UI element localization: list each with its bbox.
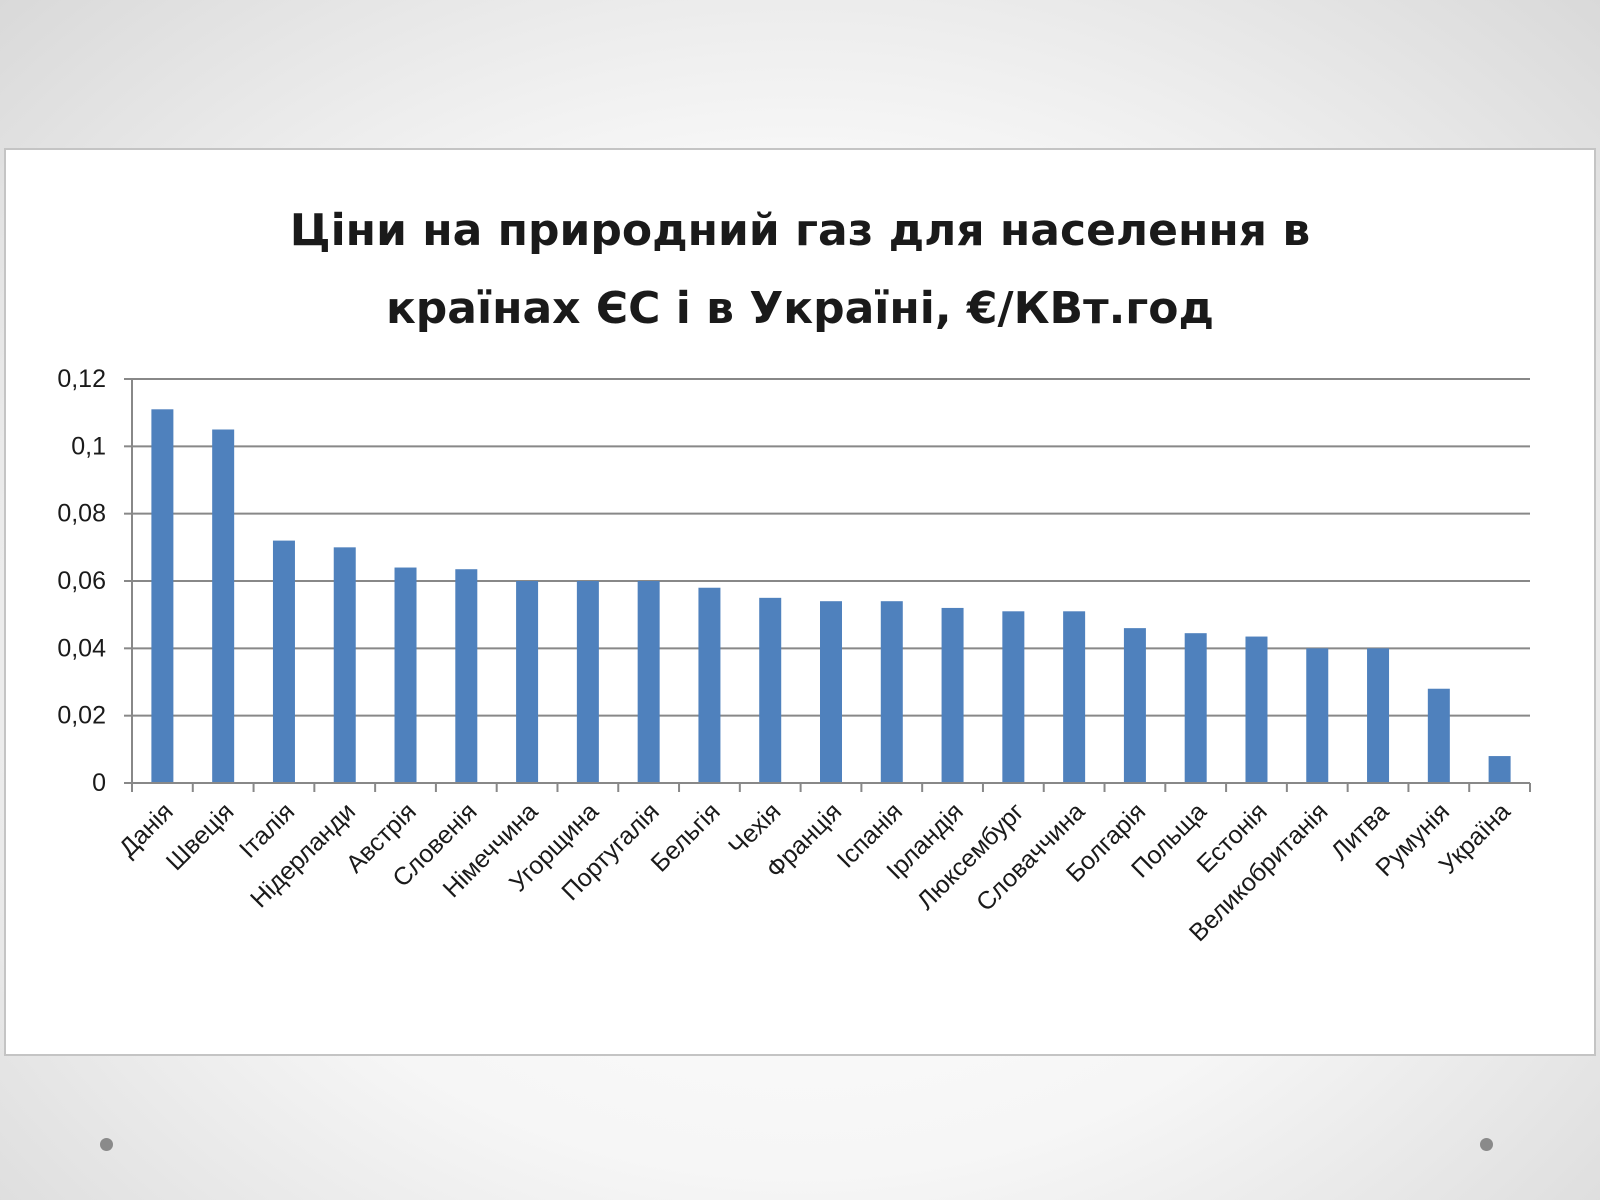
- bar: [637, 581, 660, 783]
- y-tick-label: 0,1: [71, 432, 106, 460]
- y-tick-label: 0,04: [57, 634, 106, 662]
- bar: [1063, 611, 1086, 783]
- bar: [1002, 611, 1025, 783]
- bar: [1184, 633, 1207, 783]
- bar: [820, 601, 842, 783]
- y-tick-label: 0,02: [57, 702, 106, 730]
- bar: [212, 429, 235, 783]
- bar: [516, 581, 539, 783]
- slide-bullet-right: [1480, 1138, 1493, 1151]
- chart-title-line-2: країнах ЄС і в Україні, €/КВт.год: [385, 283, 1215, 334]
- slide-bullet-left: [100, 1138, 113, 1151]
- bar: [576, 581, 599, 783]
- bar: [880, 601, 903, 783]
- bar: [333, 547, 356, 783]
- bar-chart: 00,020,040,060,080,10,12ДаніяШвеціяІталі…: [57, 365, 1531, 947]
- bar: [151, 409, 174, 783]
- y-tick-label: 0,06: [57, 567, 106, 595]
- bar: [1245, 636, 1268, 783]
- bar: [1367, 648, 1390, 783]
- x-tick-label: Бельгія: [646, 797, 726, 877]
- bar: [394, 567, 417, 783]
- chart-title: Ціни на природний газ для населення в кр…: [6, 192, 1594, 348]
- bar: [272, 540, 295, 783]
- y-tick-label: 0,08: [57, 500, 106, 528]
- x-tick-label: Швеція: [161, 797, 240, 876]
- bar: [1427, 688, 1450, 783]
- bar: [1123, 628, 1146, 783]
- bar: [698, 587, 721, 783]
- y-tick-label: 0: [92, 769, 106, 797]
- chart-panel: Ціни на природний газ для населення в кр…: [4, 148, 1596, 1056]
- bar: [1306, 648, 1329, 783]
- chart-title-line-1: Ціни на природний газ для населення в: [289, 205, 1311, 256]
- y-tick-label: 0,12: [57, 365, 106, 393]
- bar: [941, 607, 964, 783]
- bar: [455, 569, 478, 783]
- bar: [759, 597, 782, 783]
- bar: [1488, 756, 1511, 783]
